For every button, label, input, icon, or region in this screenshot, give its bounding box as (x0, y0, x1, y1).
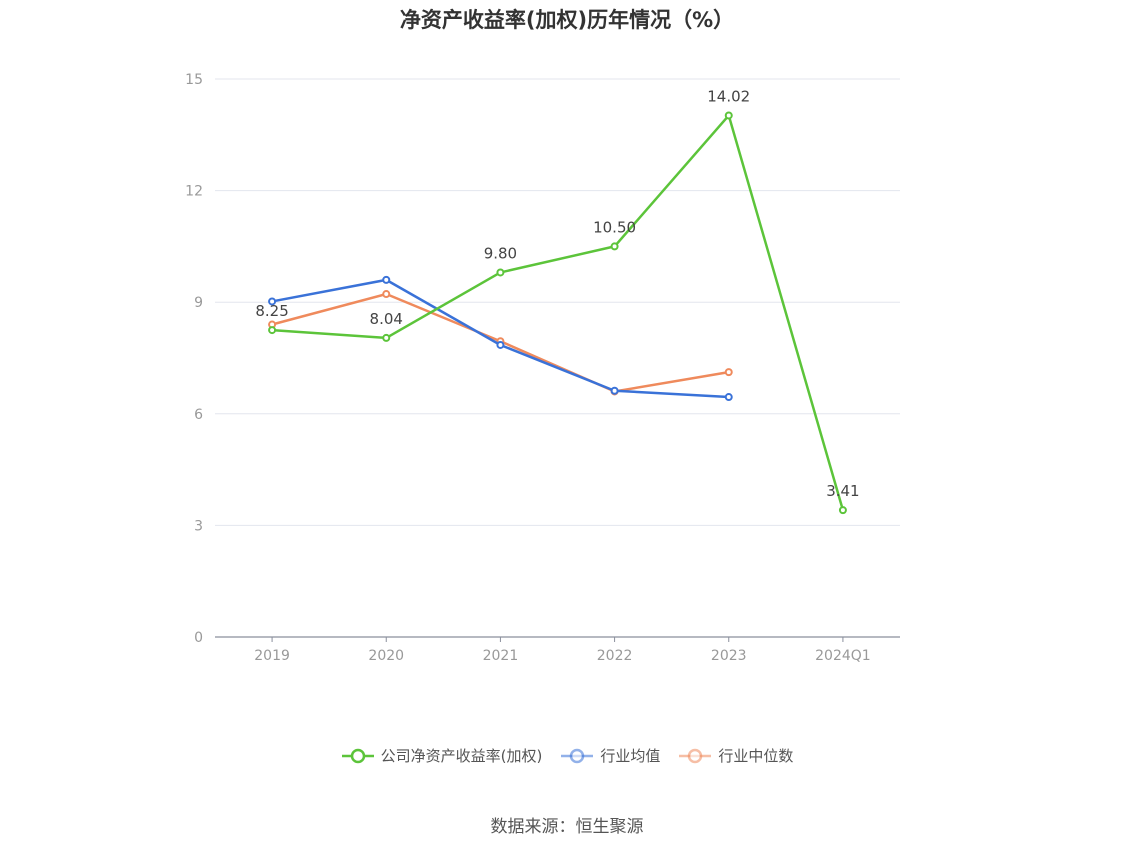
data-point (382, 290, 391, 299)
data-point (496, 268, 505, 277)
data-label: 8.25 (255, 302, 288, 320)
axes: 0 3 6 9 12 15 2019 2020 2021 2022 2023 2024Q1 (185, 72, 900, 664)
y-tick-label: 15 (185, 72, 203, 88)
legend-label: 公司净资产收益率(加权) (380, 747, 543, 765)
legend: 公司净资产收益率(加权) 行业均值 行业中位数 (0, 745, 1134, 766)
data-point (268, 297, 277, 306)
y-tick-label: 12 (185, 184, 203, 200)
data-point (610, 242, 619, 251)
data-label: 10.50 (593, 218, 636, 236)
data-source: 数据来源：恒生聚源 (490, 817, 644, 837)
legend-swatch-icon (561, 748, 594, 763)
data-point (382, 275, 391, 284)
data-point (724, 368, 733, 377)
legend-swatch-icon (341, 748, 374, 763)
x-tick-label: 2022 (597, 648, 633, 664)
data-point (724, 111, 733, 120)
y-tick-label: 6 (194, 407, 203, 423)
x-tick-label: 2024Q1 (815, 648, 871, 664)
legend-item[interactable]: 公司净资产收益率(加权) (341, 745, 543, 766)
data-labels: 8.25 8.04 9.80 10.50 14.02 3.41 (255, 87, 859, 500)
legend-label: 行业中位数 (718, 747, 794, 765)
data-point (610, 386, 619, 395)
x-tick-label: 2023 (711, 648, 747, 664)
series-line-0 (271, 114, 845, 511)
x-tick-label: 2019 (254, 648, 290, 664)
series-lines (268, 111, 847, 515)
x-tick-label: 2020 (368, 648, 404, 664)
data-point (268, 326, 277, 335)
data-point (382, 333, 391, 342)
data-point (496, 340, 505, 349)
data-label: 3.41 (826, 482, 859, 500)
y-tick-label: 0 (194, 630, 203, 646)
legend-label: 行业均值 (600, 747, 661, 765)
legend-swatch-icon (679, 748, 712, 763)
data-label: 8.04 (370, 310, 403, 328)
data-label: 14.02 (707, 87, 750, 105)
data-point (724, 393, 733, 402)
data-point (838, 506, 847, 515)
data-label: 9.80 (484, 244, 517, 262)
x-tick-label: 2021 (483, 648, 519, 664)
y-tick-label: 9 (194, 295, 203, 311)
grid-lines (215, 78, 900, 526)
legend-item[interactable]: 行业中位数 (678, 745, 793, 766)
legend-item[interactable]: 行业均值 (560, 745, 660, 766)
chart-title: 净资产收益率(加权)历年情况（%） (399, 8, 735, 32)
y-tick-label: 3 (194, 518, 203, 534)
